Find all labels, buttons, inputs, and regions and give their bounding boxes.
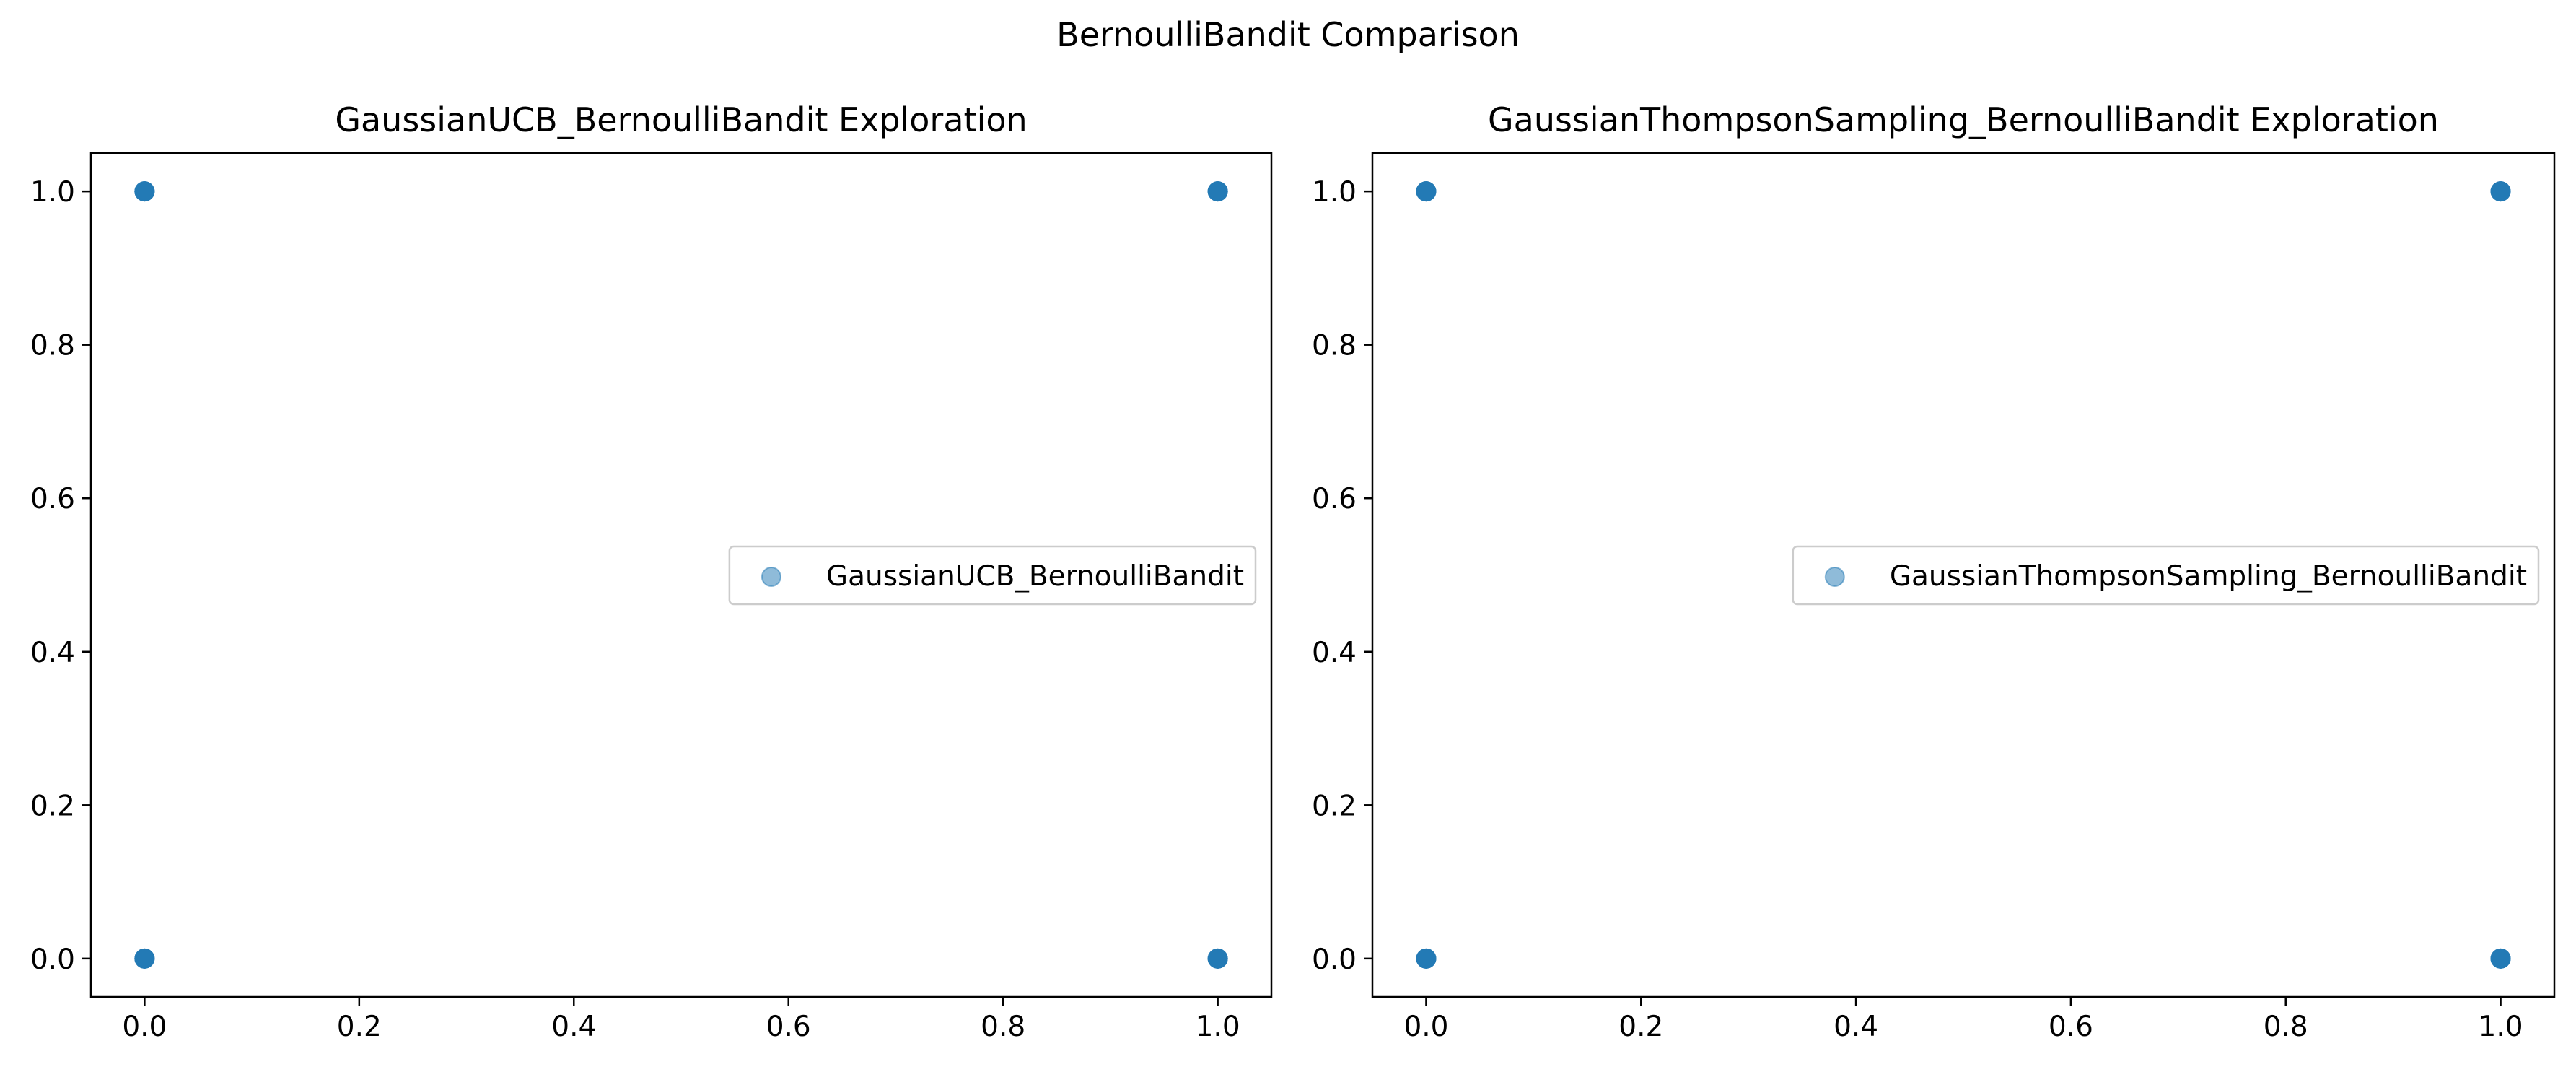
scatter-point — [2490, 948, 2511, 969]
x-tick-label: 1.0 — [2479, 1011, 2523, 1043]
legend-label: GaussianThompsonSampling_BernoulliBandit — [1890, 560, 2527, 593]
x-tick-label: 0.6 — [766, 1011, 811, 1043]
y-tick-label: 0.0 — [1312, 944, 1357, 976]
x-tick-label: 0.8 — [981, 1011, 1025, 1043]
y-tick-label: 0.4 — [30, 637, 75, 669]
scatter-point — [1207, 948, 1228, 969]
scatter-point — [134, 181, 155, 202]
x-tick-label: 1.0 — [1196, 1011, 1240, 1043]
figure-suptitle: BernoulliBandit Comparison — [1056, 15, 1520, 54]
y-tick-label: 0.4 — [1312, 637, 1357, 669]
x-tick-label: 0.2 — [337, 1011, 382, 1043]
scatter-point — [1416, 948, 1437, 969]
axes-frame — [89, 152, 1273, 998]
scatter-point — [2490, 181, 2511, 202]
legend-marker — [1824, 567, 1845, 587]
y-tick-label: 0.6 — [1312, 483, 1357, 515]
x-tick-label: 0.6 — [2049, 1011, 2093, 1043]
x-tick-label: 0.4 — [1834, 1011, 1878, 1043]
y-tick-label: 0.8 — [30, 330, 75, 362]
y-tick-label: 0.2 — [30, 790, 75, 822]
subplot-title: GaussianUCB_BernoulliBandit Exploration — [335, 100, 1027, 139]
x-tick-label: 0.4 — [551, 1011, 596, 1043]
y-tick-label: 0.8 — [1312, 330, 1357, 362]
subplot-gaussian-ucb: GaussianUCB_BernoulliBandit Exploration 0… — [30, 100, 1273, 1043]
legend-box — [1792, 545, 2540, 606]
subplot-gaussian-thompson-sampling: GaussianThompsonSampling_BernoulliBandit… — [1312, 100, 2556, 1043]
legend-box — [728, 545, 1257, 606]
y-tick-label: 0.2 — [1312, 790, 1357, 822]
legend-marker — [761, 567, 781, 587]
x-tick-label: 0.0 — [1403, 1011, 1448, 1043]
scatter-point — [134, 948, 155, 969]
y-tick-label: 0.0 — [30, 944, 75, 976]
scatter-point — [1207, 181, 1228, 202]
subplot-title: GaussianThompsonSampling_BernoulliBandit… — [1488, 100, 2439, 139]
axes-frame — [1371, 152, 2556, 998]
x-tick-label: 0.2 — [1618, 1011, 1663, 1043]
scatter-point — [1416, 181, 1437, 202]
legend-label: GaussianUCB_BernoulliBandit — [826, 560, 1244, 593]
y-tick-label: 0.6 — [30, 483, 75, 515]
y-tick-label: 1.0 — [30, 176, 75, 209]
x-tick-label: 0.0 — [122, 1011, 167, 1043]
x-tick-label: 0.8 — [2264, 1011, 2308, 1043]
y-tick-label: 1.0 — [1312, 176, 1357, 209]
